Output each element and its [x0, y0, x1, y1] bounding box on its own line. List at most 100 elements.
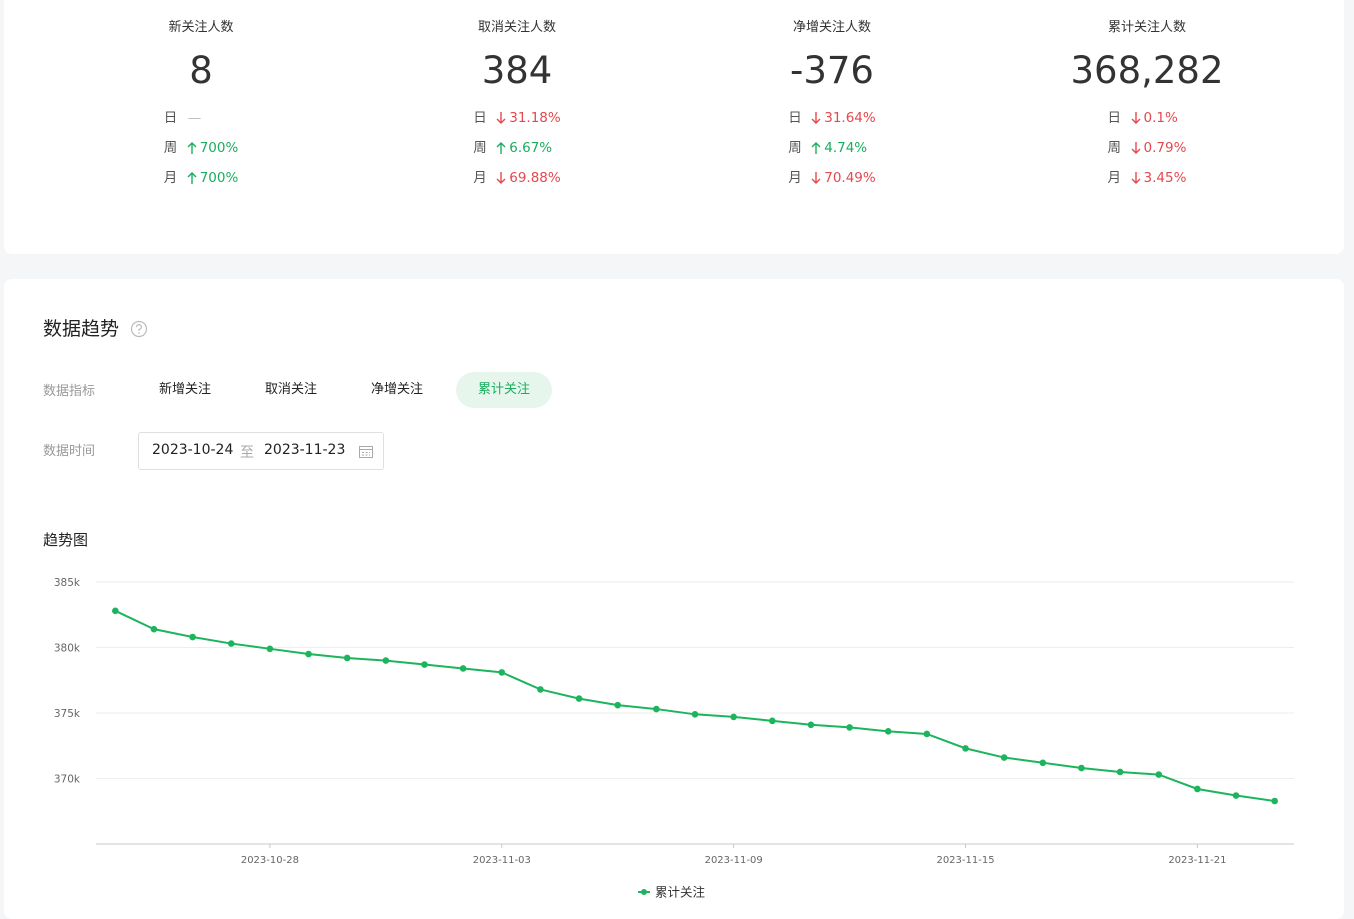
period: 周 — [473, 140, 487, 156]
end-date: 2023-11-23 — [264, 442, 346, 458]
summary-card: 新关注人数 8 日 — 周 700% 月 700% 取消关注人数 384 日 31.18% 周 6.67%… — [4, 0, 1344, 254]
date-range-picker[interactable]: 2023-10-24 至 2023-11-23 — [138, 432, 384, 470]
stat-value: 8 — [189, 49, 213, 92]
y-tick-label: 385k — [54, 577, 81, 589]
legend-item[interactable]: 累计关注 — [638, 885, 706, 900]
change-value: 31.64% — [824, 110, 876, 126]
metric-tab[interactable]: 新增关注 — [158, 382, 211, 397]
data-point — [266, 645, 274, 653]
data-point — [1039, 759, 1047, 767]
arrow-up — [496, 142, 506, 154]
arrow-down — [811, 172, 821, 184]
period: 月 — [163, 170, 178, 186]
period: 日 — [473, 110, 487, 126]
change-value: 70.49% — [824, 170, 876, 186]
data-point — [768, 717, 776, 725]
stat-value: 368,282 — [1070, 49, 1224, 92]
change-rows: 日 31.18% 周 6.67% 月 69.88% — [367, 103, 667, 193]
trend-chart: 370k 375k 380k 385k 2023-10-28 2023-11-03 2023… — [54, 577, 1294, 900]
change-list: 日 0.1% 周 0.79% 月 3.45% — [1108, 103, 1187, 193]
change-row: 日 31.64% — [788, 103, 875, 133]
change-rows: 日 31.64% 周 4.74% 月 70.49% — [682, 103, 982, 193]
change-row: 日 0.1% — [1108, 103, 1187, 133]
change-list: 日 31.64% 周 4.74% 月 70.49% — [788, 103, 875, 193]
change-value: 6.67% — [509, 140, 553, 156]
change-value: 700% — [199, 170, 239, 186]
change-row: 日 31.18% — [473, 103, 560, 133]
data-point — [1078, 764, 1085, 772]
arrow-down — [1131, 172, 1141, 184]
change-value: 69.88% — [509, 170, 561, 186]
data-point — [305, 650, 312, 658]
data-point — [1116, 768, 1124, 776]
arrow-down — [1131, 142, 1141, 154]
y-tick-label: 380k — [54, 643, 81, 655]
change-rows: 日 — 周 700% 月 700% — [51, 103, 351, 193]
change-row: 周 700% — [164, 133, 239, 163]
data-point — [421, 661, 428, 668]
period: 月 — [1107, 170, 1122, 186]
change-row: 月 3.45% — [1108, 163, 1187, 193]
arrow-down — [811, 112, 821, 124]
x-tick-label: 2023-10-28 — [241, 855, 299, 866]
arrow-down — [1131, 112, 1141, 124]
period: 周 — [788, 140, 802, 156]
stat-label: 新关注人数 — [168, 20, 234, 35]
change-value: 3.45% — [1143, 170, 1187, 186]
metric-tab[interactable]: 累计关注 — [456, 372, 552, 408]
data-point — [730, 713, 737, 721]
change-value: 700% — [199, 140, 239, 156]
period: 月 — [473, 170, 487, 186]
period: 月 — [788, 170, 802, 186]
stat-label: 累计关注人数 — [1107, 20, 1186, 35]
arrow-up — [811, 142, 821, 154]
calendar-icon — [359, 446, 373, 458]
arrow-down — [496, 172, 506, 184]
x-tick-label: 2023-11-21 — [1168, 855, 1226, 866]
change-row: 月 70.49% — [788, 163, 875, 193]
change-value: 0.1% — [1143, 110, 1178, 126]
data-point — [962, 745, 969, 752]
change-row: 周 4.74% — [788, 133, 875, 163]
change-row: 周 0.79% — [1108, 133, 1187, 163]
change-row: 日 — — [164, 103, 239, 133]
trend-card: 数据趋势 数据指标 数据时间 2023-10-24 至 2023-11-23 趋… — [4, 279, 1344, 919]
data-point — [1000, 754, 1008, 761]
data-point — [653, 705, 660, 713]
arrow-up — [187, 142, 197, 154]
period: 日 — [1107, 110, 1122, 126]
y-tick-label: 375k — [54, 708, 81, 720]
y-tick-label: 370k — [54, 774, 81, 786]
x-tick-label: 2023-11-03 — [473, 855, 531, 866]
stat-label: 取消关注人数 — [477, 20, 556, 35]
data-point — [537, 686, 544, 693]
data-point — [382, 657, 390, 664]
change-list: 日 — 周 700% 月 700% — [164, 103, 239, 193]
change-row: 月 700% — [164, 163, 239, 193]
stat-value: -376 — [790, 49, 874, 92]
data-point — [1271, 797, 1278, 805]
change-value: 4.74% — [824, 140, 868, 156]
stat-value: 384 — [481, 49, 553, 92]
series-line — [114, 609, 1275, 802]
data-point — [846, 724, 853, 731]
change-row: 周 6.67% — [473, 133, 560, 163]
stat-label: 净增关注人数 — [792, 20, 871, 35]
data-point — [614, 701, 622, 709]
period: 日 — [163, 110, 178, 126]
metric-tab[interactable]: 取消关注 — [264, 382, 317, 397]
date-separator: 至 — [240, 445, 254, 461]
help-icon[interactable] — [130, 320, 148, 338]
change-list: 日 31.18% 周 6.67% 月 69.88% — [473, 103, 560, 193]
change-value: 0.79% — [1143, 140, 1187, 156]
change-value: — — [187, 110, 202, 126]
metric-tab[interactable]: 净增关注 — [370, 382, 423, 397]
section-title: 数据趋势 — [43, 318, 120, 340]
legend-label: 累计关注 — [655, 885, 706, 900]
data-point — [498, 669, 506, 676]
data-point — [112, 607, 119, 615]
period: 周 — [163, 140, 178, 156]
change-row: 月 69.88% — [473, 163, 560, 193]
start-date: 2023-10-24 — [152, 442, 234, 458]
data-point — [884, 728, 892, 735]
